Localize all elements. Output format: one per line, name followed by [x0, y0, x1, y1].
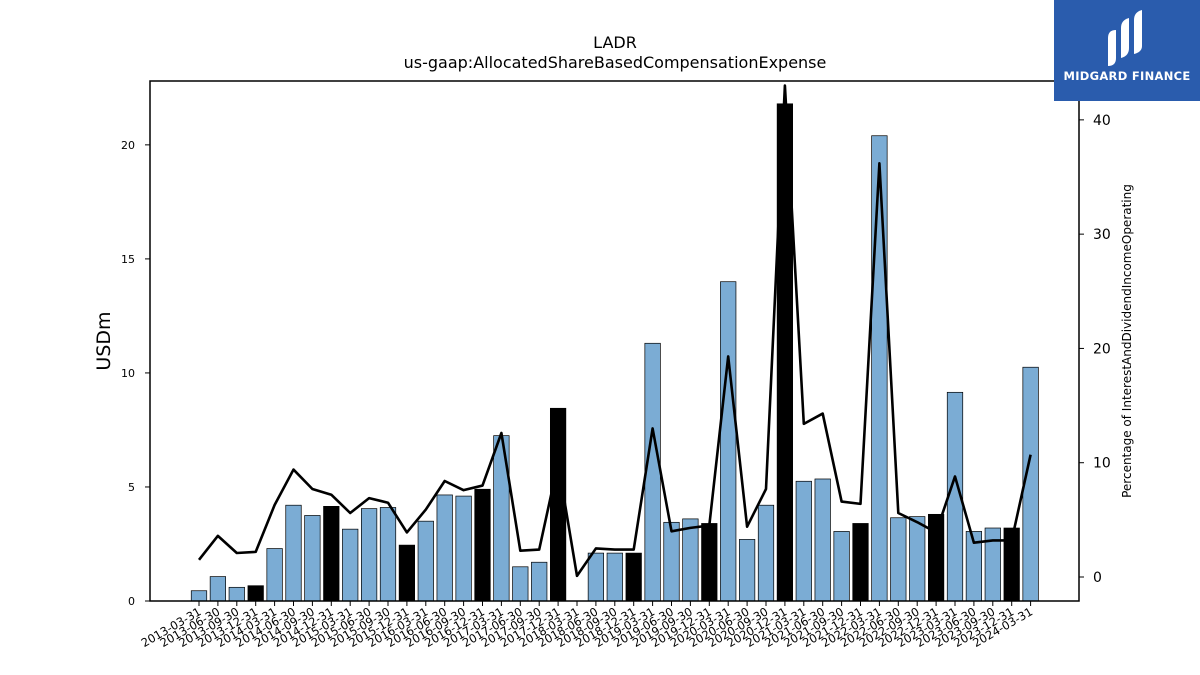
bar	[814, 478, 831, 602]
bar	[833, 531, 850, 602]
y2-tick-label: 30	[1093, 227, 1111, 243]
bar	[379, 507, 397, 602]
bar	[587, 552, 605, 602]
bar	[512, 566, 529, 602]
line-group	[197, 84, 1032, 578]
bar	[361, 508, 378, 602]
bar	[852, 523, 869, 602]
bar	[663, 521, 680, 602]
bar	[738, 539, 756, 602]
bar	[285, 504, 302, 602]
bar	[304, 515, 321, 602]
bar	[266, 548, 283, 602]
y2-tick-label: 40	[1093, 113, 1111, 129]
y-tick-label: 0	[128, 595, 135, 608]
bar	[795, 480, 812, 602]
y-tick-label: 15	[121, 253, 135, 266]
y-axis-left: 0 5 10 15 20	[121, 139, 150, 608]
bar	[701, 523, 718, 602]
bar	[342, 528, 359, 602]
bar	[398, 544, 415, 602]
bar	[984, 527, 1001, 602]
bar	[323, 506, 340, 602]
y2-tick-label: 20	[1093, 341, 1111, 357]
bar	[606, 552, 623, 602]
bar	[531, 561, 548, 602]
chart-title: LADR	[593, 33, 637, 52]
bar	[625, 552, 642, 602]
bar	[247, 585, 264, 602]
bar	[927, 513, 945, 602]
bar	[228, 586, 245, 602]
bar	[890, 517, 907, 602]
bar	[436, 494, 453, 602]
bar	[644, 342, 661, 602]
bar	[549, 407, 567, 602]
bars-group	[190, 103, 1039, 602]
bar	[455, 495, 472, 602]
y-axis-right: 0 10 20 30 40	[1079, 113, 1111, 586]
y-tick-label: 20	[121, 139, 135, 152]
series-line	[197, 84, 1032, 578]
x-axis: 2013-03-312013-06-302013-09-302013-12-31…	[139, 601, 1035, 650]
bar	[417, 520, 434, 602]
logo-text: MIDGARD FINANCE	[1063, 69, 1191, 83]
y-tick-label: 10	[121, 367, 135, 380]
bar	[682, 518, 699, 602]
bar	[909, 516, 926, 602]
chart-subtitle: us-gaap:AllocatedShareBasedCompensationE…	[404, 53, 827, 72]
bar	[474, 488, 491, 602]
bar	[209, 576, 226, 602]
y-tick-label: 5	[128, 481, 135, 494]
logo: MIDGARD FINANCE	[1054, 0, 1200, 101]
bar	[190, 590, 208, 602]
y-axis-label: USDm	[93, 311, 115, 370]
bar	[720, 281, 737, 602]
y2-axis-label: Percentage of InterestAndDividendIncomeO…	[1120, 184, 1134, 498]
bar	[757, 504, 775, 602]
y2-tick-label: 0	[1093, 570, 1102, 586]
y2-tick-label: 10	[1093, 456, 1111, 472]
bar	[871, 135, 888, 602]
logo-mark-icon	[1108, 10, 1142, 66]
